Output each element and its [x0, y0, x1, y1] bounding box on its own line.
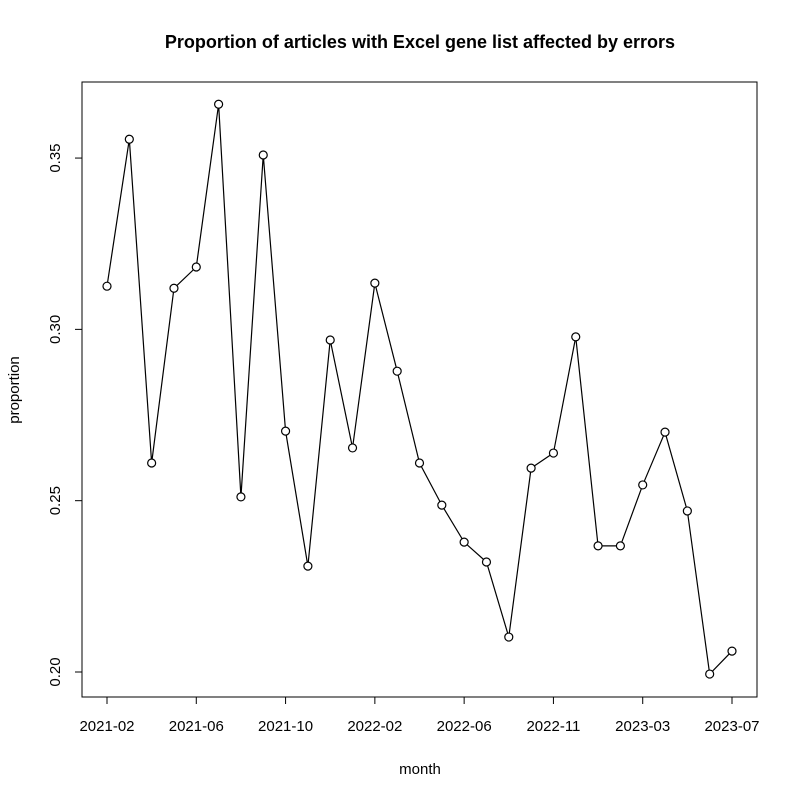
point — [504, 632, 514, 642]
x-axis-label: month — [399, 761, 441, 778]
line — [106, 104, 733, 676]
x-tick-label: 2022-06 — [437, 718, 492, 735]
point — [102, 281, 112, 291]
x-tick-label: 2021-06 — [169, 718, 224, 735]
point — [347, 443, 358, 453]
x-tick-label: 2021-02 — [79, 718, 134, 735]
point — [147, 458, 157, 468]
point — [258, 150, 268, 160]
point — [593, 541, 603, 551]
point — [727, 646, 737, 656]
point — [459, 537, 469, 547]
x-tick-label: 2023-07 — [704, 718, 759, 735]
point — [660, 427, 670, 437]
y-tick-label: 0.20 — [47, 657, 64, 686]
point — [392, 366, 402, 376]
x-tick-label: 2022-11 — [526, 718, 580, 735]
point — [615, 541, 625, 551]
point — [303, 561, 313, 571]
point — [481, 557, 492, 567]
point — [169, 283, 179, 293]
point — [638, 480, 648, 490]
y-tick-label: 0.30 — [47, 315, 64, 344]
y-tick-label: 0.25 — [47, 486, 64, 515]
point — [437, 500, 447, 510]
x-tick-label: 2021-10 — [258, 718, 313, 735]
point — [191, 262, 201, 272]
point — [548, 448, 559, 458]
point — [682, 506, 692, 516]
point — [124, 134, 134, 144]
chart-title: Proportion of articles with Excel gene l… — [165, 32, 675, 52]
point — [414, 458, 425, 468]
y-axis-label: proportion — [6, 356, 23, 424]
point — [526, 463, 536, 473]
point — [571, 332, 581, 342]
point — [325, 335, 335, 345]
point — [280, 426, 291, 436]
x-tick-label: 2022-02 — [347, 718, 402, 735]
point — [236, 492, 246, 502]
x-tick-label: 2023-03 — [615, 718, 670, 735]
point — [705, 669, 715, 679]
plot-frame — [81, 81, 758, 698]
point — [214, 99, 224, 109]
point — [370, 278, 380, 288]
y-tick-label: 0.35 — [47, 143, 64, 172]
